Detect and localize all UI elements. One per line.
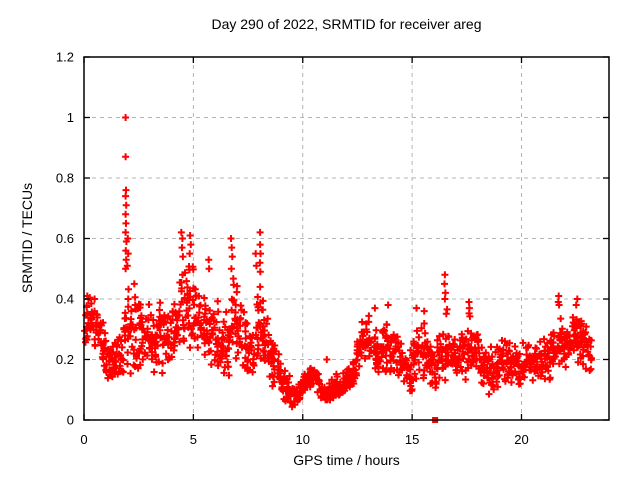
- y-tick-label: 0.6: [56, 231, 74, 246]
- y-tick-label: 1: [67, 110, 74, 125]
- x-tick-label: 15: [405, 432, 419, 447]
- x-tick-label: 20: [514, 432, 528, 447]
- y-tick-label: 0.8: [56, 171, 74, 186]
- x-tick-label: 0: [80, 432, 87, 447]
- y-tick-label: 0: [67, 413, 74, 428]
- scatter-points: [81, 114, 595, 411]
- y-tick-label: 0.2: [56, 352, 74, 367]
- x-tick-label: 10: [296, 432, 310, 447]
- x-axis-label: GPS time / hours: [293, 452, 400, 468]
- chart-title: Day 290 of 2022, SRMTID for receiver are…: [211, 16, 482, 32]
- x-tick-label: 5: [190, 432, 197, 447]
- y-tick-label: 0.4: [56, 292, 74, 307]
- y-tick-label: 1.2: [56, 50, 74, 65]
